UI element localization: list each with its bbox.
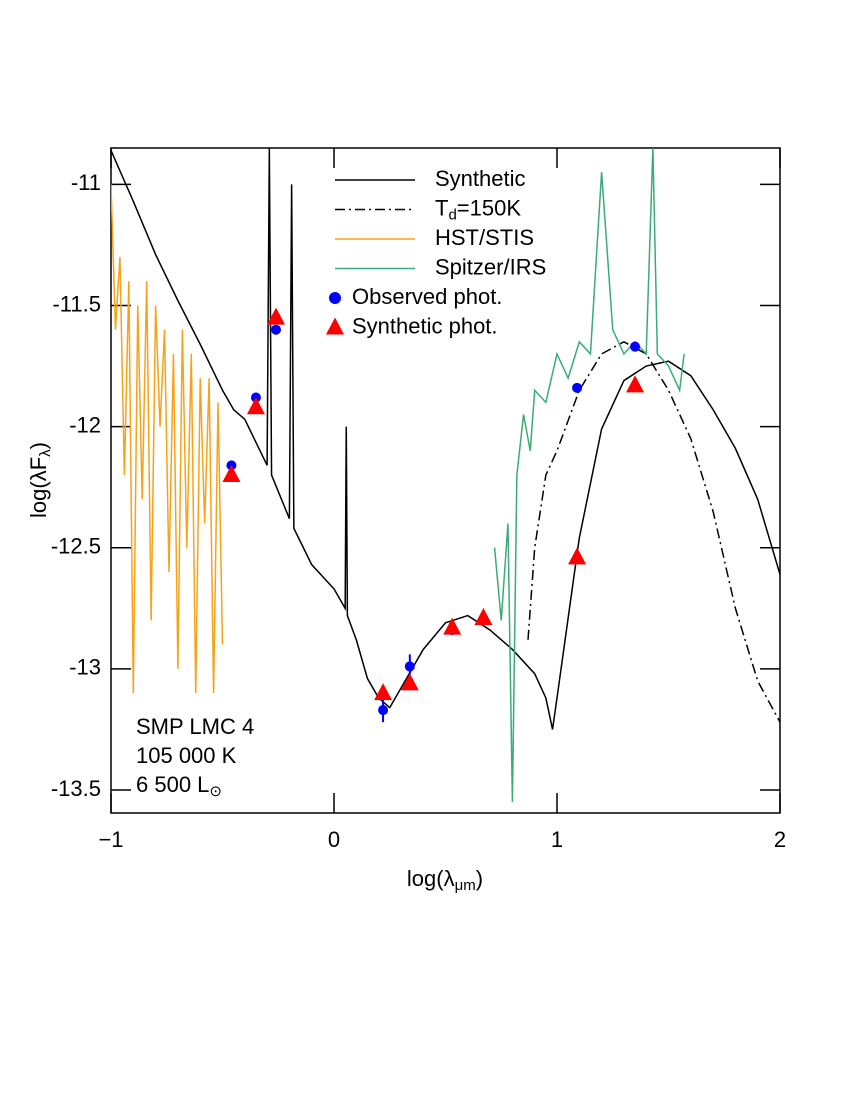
legend-label: Td=150K xyxy=(435,195,521,223)
legend-label-part: =150K xyxy=(457,195,522,220)
y-tick-label: -13.5 xyxy=(51,776,101,801)
x-tick-label: −1 xyxy=(98,827,123,852)
x-axis-label-part: ) xyxy=(476,866,483,891)
series-line xyxy=(493,148,685,803)
x-axis-label-part: log(λ xyxy=(407,866,455,891)
y-axis-label: log(λFλ) xyxy=(26,442,54,518)
synthetic-point xyxy=(474,607,493,625)
annotation: 105 000 K xyxy=(136,743,237,768)
x-axis-label: log(λμm) xyxy=(407,866,483,894)
legend-label: HST/STIS xyxy=(435,225,534,250)
legend-label: Synthetic phot. xyxy=(352,313,498,338)
observed-point xyxy=(572,382,583,393)
synthetic-point xyxy=(246,397,265,415)
x-tick-label: 1 xyxy=(551,827,563,852)
synthetic-point xyxy=(443,617,462,635)
legend-label: Synthetic xyxy=(435,166,526,191)
x-axis-label-sub: μm xyxy=(455,877,476,894)
legend-label-part: Observed phot. xyxy=(352,284,502,309)
y-tick-label: -12.5 xyxy=(51,534,101,559)
series-line xyxy=(111,148,780,730)
observed-point xyxy=(404,661,415,672)
annotation-part: 105 000 K xyxy=(136,743,237,768)
x-tick-label: 2 xyxy=(774,827,786,852)
y-tick-label: -12 xyxy=(69,412,101,437)
annotation: SMP LMC 4 xyxy=(136,714,254,739)
y-tick-label: -11.5 xyxy=(52,291,101,316)
annotation-sub: ⊙ xyxy=(209,783,222,800)
plot-area xyxy=(111,148,780,803)
annotation-part: SMP LMC 4 xyxy=(136,714,254,739)
legend-label-part: T xyxy=(435,195,448,220)
synthetic-point xyxy=(222,465,241,483)
legend-swatch xyxy=(326,317,344,335)
legend-label-sub: d xyxy=(448,206,456,223)
annotation: 6 500 L⊙ xyxy=(136,772,222,800)
series-line xyxy=(111,184,224,694)
synthetic-point xyxy=(267,307,286,325)
observed-point xyxy=(271,324,282,335)
y-axis-label-sub: λ xyxy=(37,449,54,457)
x-tick-label: 0 xyxy=(328,827,340,852)
y-tick-label: -13 xyxy=(69,655,101,680)
y-axis-label-part: ) xyxy=(26,442,51,449)
synthetic-point xyxy=(374,683,393,701)
legend-swatch xyxy=(329,292,341,304)
legend-label: Observed phot. xyxy=(352,284,502,309)
legend-label-part: Synthetic xyxy=(435,166,526,191)
legend-label-part: Spitzer/IRS xyxy=(435,254,546,279)
y-tick-label: -11 xyxy=(71,170,101,195)
synthetic-point xyxy=(568,547,587,565)
annotation-part: 6 500 L xyxy=(136,772,209,797)
synthetic-point xyxy=(400,673,419,691)
series-line xyxy=(527,340,780,723)
observed-point xyxy=(630,341,641,352)
legend-label-part: HST/STIS xyxy=(435,225,534,250)
observed-point xyxy=(378,705,389,716)
legend-label-part: Synthetic phot. xyxy=(352,313,498,338)
synthetic-point xyxy=(626,375,645,393)
legend-label: Spitzer/IRS xyxy=(435,254,546,279)
y-axis-label-part: log(λF xyxy=(26,457,51,518)
plot-frame xyxy=(110,147,781,814)
